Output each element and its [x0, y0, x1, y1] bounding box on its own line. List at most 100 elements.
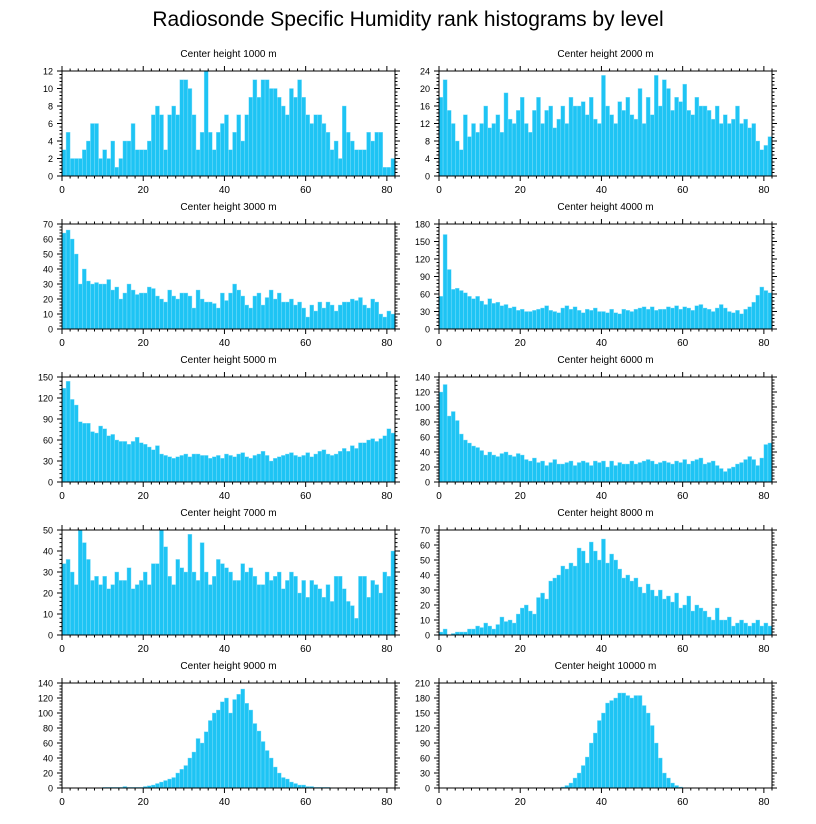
histogram-bar [752, 302, 756, 329]
y-tick-label: 20 [420, 601, 430, 611]
y-tick-label: 30 [420, 307, 430, 317]
x-tick-label: 60 [300, 797, 312, 808]
histogram-bar [119, 441, 123, 482]
histogram-bar [107, 159, 111, 177]
histogram-bar [306, 317, 310, 329]
histogram-bar [679, 608, 683, 635]
histogram-bar [139, 293, 143, 329]
histogram-bar [536, 598, 540, 636]
histogram-bar [646, 97, 650, 176]
histogram-bar [610, 461, 614, 482]
histogram-bar [480, 124, 484, 177]
histogram-bar [200, 455, 204, 482]
histogram-bar [237, 580, 241, 635]
histogram-bar [208, 132, 212, 176]
histogram-bar [164, 302, 168, 329]
panel-title: Center height 5000 m [180, 355, 276, 366]
x-tick-label: 40 [596, 797, 608, 808]
histogram-bar [159, 782, 163, 788]
histogram-bar [662, 461, 666, 482]
histogram-bar [597, 312, 601, 330]
histogram-bar [285, 779, 289, 788]
histogram-bar [512, 457, 516, 483]
histogram-bar [318, 115, 322, 176]
histogram-bar [90, 284, 94, 329]
y-tick-label: 50 [43, 250, 53, 260]
x-tick-label: 80 [758, 185, 770, 196]
histogram-bar [670, 783, 674, 788]
histogram-bar [662, 599, 666, 635]
histogram-bar [752, 460, 756, 483]
histogram-bar [492, 629, 496, 635]
histogram-bar [707, 617, 711, 635]
histogram-bar [630, 581, 634, 635]
histogram-bar [94, 576, 98, 635]
histogram-bar [699, 305, 703, 330]
histogram-bar [164, 455, 168, 482]
x-tick-label: 40 [596, 338, 608, 349]
histogram-bar [143, 293, 147, 329]
histogram-bar [569, 461, 573, 482]
histogram-bar [90, 432, 94, 482]
x-tick-label: 40 [219, 797, 231, 808]
y-tick-label: 0 [425, 172, 430, 182]
histogram-bar [253, 576, 257, 635]
histogram-bar [715, 466, 719, 483]
histogram-bar [662, 80, 666, 176]
histogram-bar [261, 80, 265, 176]
histogram-bar [650, 307, 654, 329]
histogram-bar [691, 461, 695, 482]
histogram-bar [204, 71, 208, 176]
histogram-bar [310, 457, 314, 482]
histogram-bar [245, 703, 249, 788]
histogram-bar [257, 585, 261, 635]
histogram-bar [298, 80, 302, 176]
x-tick-label: 20 [515, 338, 527, 349]
histogram-bar [123, 141, 127, 176]
histogram-bar [532, 614, 536, 635]
histogram-bar [383, 167, 387, 176]
histogram-bar [224, 115, 228, 176]
histogram-bar [597, 560, 601, 635]
y-tick-label: 20 [420, 84, 430, 94]
histogram-bar [565, 569, 569, 635]
histogram-bar [569, 783, 573, 788]
y-tick-label: 120 [415, 388, 430, 398]
histogram-bar [752, 124, 756, 177]
histogram-bar [687, 596, 691, 635]
histogram-bar [159, 530, 163, 635]
histogram-bar [756, 466, 760, 483]
x-tick-label: 40 [596, 491, 608, 502]
histogram-bar [241, 141, 245, 176]
histogram-bar [606, 313, 610, 329]
histogram-bar [172, 296, 176, 329]
histogram-bar [273, 299, 277, 329]
histogram-bar [488, 452, 492, 482]
histogram-bar [293, 97, 297, 176]
histogram-bar [719, 469, 723, 483]
histogram-bar [326, 454, 330, 482]
histogram-bar [699, 106, 703, 176]
histogram-bar [532, 458, 536, 482]
histogram-bar [439, 296, 443, 329]
histogram-bar [504, 452, 508, 482]
histogram-bar [285, 454, 289, 482]
histogram-bar [208, 302, 212, 329]
x-tick-label: 40 [219, 338, 231, 349]
histogram-bar [354, 618, 358, 635]
histogram-bar [233, 457, 237, 482]
x-tick-label: 0 [59, 338, 65, 349]
histogram-bar [322, 308, 326, 329]
histogram-bar [204, 572, 208, 635]
histogram-bar [666, 307, 670, 329]
histogram-bar [662, 773, 666, 788]
histogram-bar [74, 585, 78, 635]
histogram-bar [735, 464, 739, 482]
histogram-bar [318, 589, 322, 635]
histogram-bar [618, 569, 622, 635]
histogram-bar [549, 581, 553, 635]
y-tick-label: 80 [420, 418, 430, 428]
x-tick-label: 60 [677, 338, 689, 349]
histogram-bar [589, 310, 593, 329]
histogram-bar [711, 461, 715, 482]
